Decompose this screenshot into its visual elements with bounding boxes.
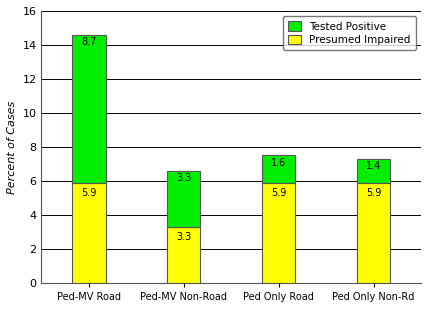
Text: 3.3: 3.3: [176, 232, 191, 242]
Bar: [262, 155, 295, 183]
Text: 1.6: 1.6: [271, 158, 286, 168]
Bar: [357, 159, 390, 183]
Bar: [357, 183, 390, 283]
Text: 5.9: 5.9: [366, 188, 381, 198]
Y-axis label: Percent of Cases: Percent of Cases: [7, 100, 17, 194]
Bar: [72, 183, 106, 283]
Bar: [167, 171, 200, 227]
Legend: Tested Positive, Presumed Impaired: Tested Positive, Presumed Impaired: [283, 16, 416, 50]
Text: 8.7: 8.7: [81, 37, 97, 47]
Text: 1.4: 1.4: [366, 161, 381, 171]
Text: 5.9: 5.9: [81, 188, 97, 198]
Bar: [72, 35, 106, 183]
Text: 5.9: 5.9: [271, 188, 286, 198]
Bar: [262, 183, 295, 283]
Text: 3.3: 3.3: [176, 173, 191, 183]
Bar: [167, 227, 200, 283]
